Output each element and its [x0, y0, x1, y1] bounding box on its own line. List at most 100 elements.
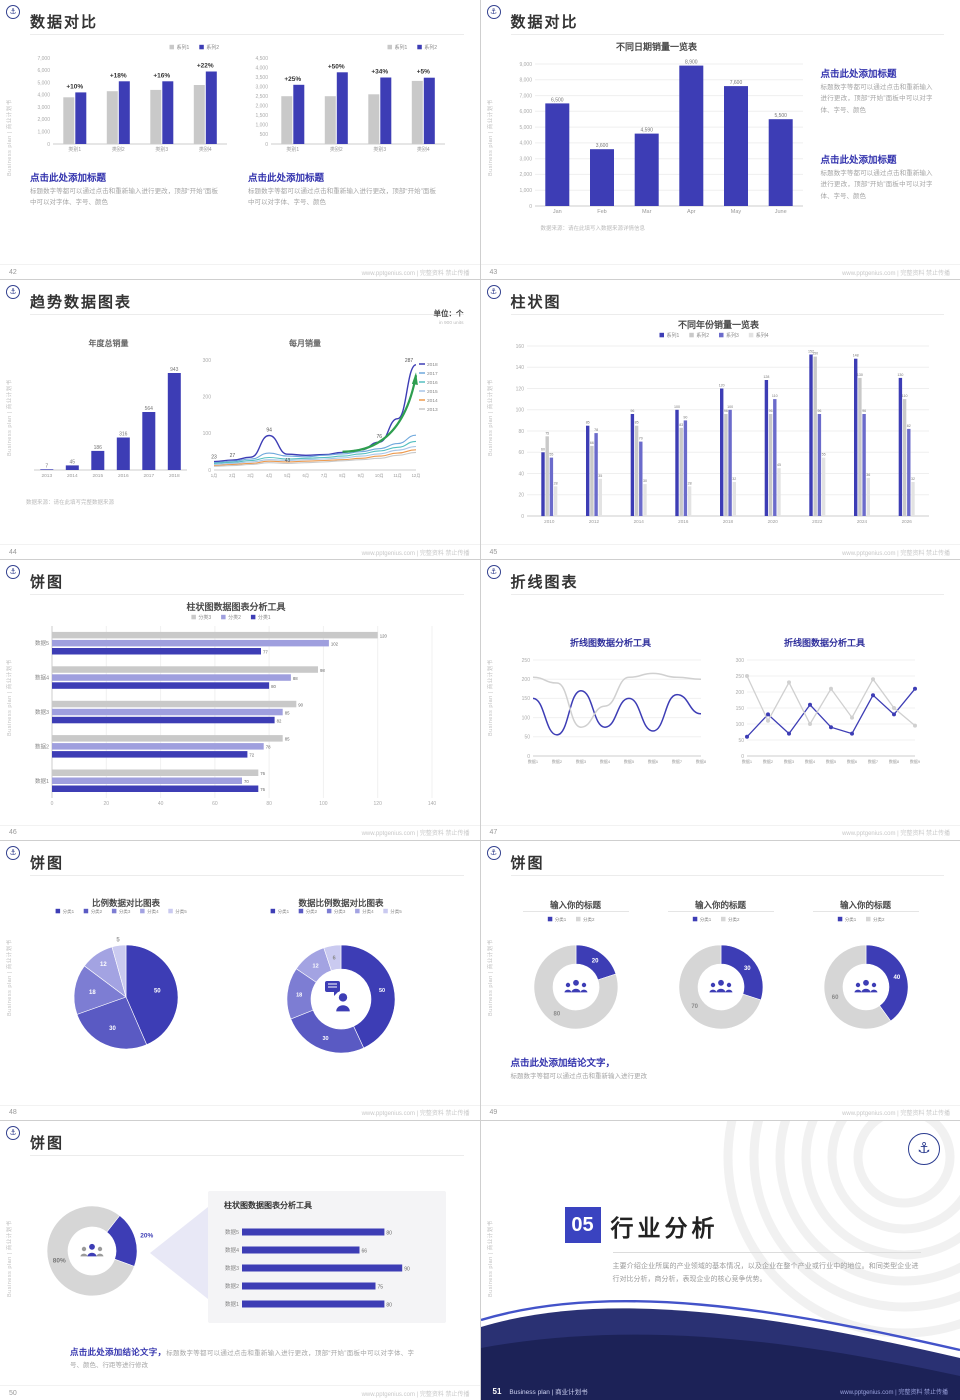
svg-text:70: 70: [691, 1004, 698, 1010]
svg-text:1,000: 1,000: [37, 130, 50, 136]
svg-text:June: June: [774, 209, 786, 215]
slide-footer: 50 www.pptgenius.com | 完整资料 禁止传播: [0, 1385, 480, 1400]
svg-text:50: 50: [379, 988, 385, 994]
svg-text:80%: 80%: [53, 1257, 66, 1264]
watermark-text: www.pptgenius.com | 完整资料 禁止传播: [361, 831, 470, 838]
svg-text:系列2: 系列2: [696, 332, 709, 339]
svg-text:120: 120: [380, 634, 388, 639]
svg-text:2022: 2022: [812, 519, 823, 524]
slide-title: 数据对比: [30, 14, 99, 31]
svg-text:60: 60: [518, 450, 524, 456]
svg-text:分类3: 分类3: [198, 614, 211, 621]
slide-44-trend-charts: ⚓ Business plan | 商业计划书 趋势数据图表 单位：个 in 9…: [0, 280, 480, 560]
svg-text:5,500: 5,500: [774, 113, 787, 119]
body-text: 标题数字等都可以通过点击和重新输入进行更改，顶部“开始”面板中可以对字体、字号、…: [30, 188, 218, 207]
slide-footer: 51 Business plan | 商业计划书 www.pptgenius.c…: [481, 1386, 960, 1397]
svg-text:150: 150: [521, 697, 530, 703]
title-rule: [510, 34, 944, 35]
svg-text:Apr: Apr: [687, 209, 696, 215]
svg-text:500: 500: [260, 132, 269, 138]
svg-text:7月: 7月: [321, 473, 328, 479]
slide-43-data-comparison: ⚓ Business plan | 商业计划书 数据对比 不同日期销量一览表 0…: [480, 0, 960, 280]
svg-text:+25%: +25%: [284, 76, 301, 83]
title-underline: [667, 910, 774, 912]
svg-text:系列1: 系列1: [177, 44, 190, 51]
conclusion-body: 标题数字等都可以通过点击和重新输入进行更改，顶部“开始”面板中可以对字体、字号、…: [70, 1349, 414, 1370]
slide-footer: 48 www.pptgenius.com | 完整资料 禁止传播: [0, 1104, 480, 1120]
svg-text:200: 200: [735, 690, 744, 696]
chart-title: 输入你的标题: [839, 899, 891, 910]
sidebar-vertical-text: Business plan | 商业计划书: [487, 1219, 494, 1297]
watermark-text: www.pptgenius.com | 完整资料 禁止传播: [842, 1111, 950, 1118]
svg-text:5,000: 5,000: [37, 80, 50, 86]
anchor-logo-icon: ⚓: [6, 845, 20, 860]
slide-title: 柱状图: [510, 294, 562, 312]
wave-decoration: [480, 1120, 960, 1400]
panel-bar-chart: 80 数据5 66 数据4 90 数据3 75 数据2 80 数据1: [218, 1219, 436, 1315]
svg-text:2014: 2014: [67, 473, 78, 479]
svg-text:83: 83: [679, 423, 683, 427]
panel-title: 柱状图数据图表分析工具: [224, 1200, 312, 1210]
svg-text:76: 76: [260, 771, 265, 776]
svg-text:200: 200: [203, 395, 212, 401]
svg-text:30: 30: [322, 1036, 328, 1042]
slide-title: 饼图: [30, 574, 65, 592]
svg-text:2012: 2012: [588, 519, 599, 524]
svg-text:4,000: 4,000: [37, 93, 50, 99]
svg-text:78: 78: [594, 428, 598, 432]
watermark-text: www.pptgenius.com | 完整资料 禁止传播: [361, 1391, 470, 1398]
svg-text:分类4: 分类4: [147, 908, 159, 915]
svg-text:160: 160: [515, 344, 524, 350]
title-underline: [522, 910, 629, 912]
svg-text:76: 76: [377, 434, 383, 440]
slide-51-section-divider: Business plan | 商业计划书 ⚓ 05 行业分析 主要介绍企业所属…: [480, 1120, 960, 1400]
chart-title: 不同日期销量一览表: [615, 42, 697, 52]
svg-text:23: 23: [211, 455, 217, 461]
svg-text:+34%: +34%: [371, 69, 388, 76]
svg-text:32: 32: [732, 477, 736, 481]
svg-text:40: 40: [893, 975, 900, 981]
title-underline: [812, 910, 919, 912]
title-rule: [30, 1154, 464, 1156]
svg-text:数据4: 数据4: [35, 674, 49, 682]
svg-text:55: 55: [549, 453, 553, 457]
svg-text:数据3: 数据3: [575, 758, 586, 764]
anchor-logo-icon: ⚓: [486, 565, 501, 580]
svg-text:0: 0: [521, 514, 524, 520]
svg-text:9,000: 9,000: [519, 62, 532, 68]
svg-text:类别4: 类别4: [417, 146, 430, 153]
svg-text:50: 50: [738, 738, 744, 744]
svg-text:数据1: 数据1: [741, 758, 752, 764]
slide-footer: 44 www.pptgenius.com | 完整资料 禁止传播: [0, 544, 480, 560]
svg-text:系列2: 系列2: [206, 44, 219, 51]
svg-text:20%: 20%: [140, 1232, 153, 1239]
svg-text:2014: 2014: [427, 398, 438, 404]
donut-chart: 20% 80%: [30, 1187, 160, 1317]
svg-text:250: 250: [521, 658, 530, 664]
svg-text:数据5: 数据5: [623, 758, 634, 764]
svg-text:+22%: +22%: [197, 63, 214, 70]
marker-line-chart: 0 50 100 150 200 250 300 数据1 数据2 数据3 数据4 数据5 数据6 数据7 数…: [727, 646, 923, 768]
svg-text:3月: 3月: [247, 473, 254, 479]
svg-text:28: 28: [687, 481, 691, 485]
svg-text:6,500: 6,500: [551, 97, 564, 103]
title-rule: [510, 874, 944, 876]
slide-title: 饼图: [30, 854, 65, 872]
svg-text:类别3: 类别3: [155, 146, 168, 153]
svg-text:3,600: 3,600: [595, 143, 608, 149]
svg-text:分类5: 分类5: [390, 908, 402, 915]
svg-text:140: 140: [428, 801, 437, 807]
svg-text:数据3: 数据3: [783, 758, 794, 764]
svg-text:18: 18: [89, 989, 96, 995]
chart-title: 数据比例数据对比图表: [298, 897, 384, 908]
svg-text:18: 18: [296, 992, 302, 998]
svg-text:32: 32: [911, 477, 915, 481]
slide-footer: 43 www.pptgenius.com | 完整资料 禁止传播: [480, 264, 960, 280]
slide-title: 饼图: [30, 1134, 65, 1152]
svg-text:2,500: 2,500: [255, 94, 268, 100]
svg-text:分类1: 分类1: [63, 908, 75, 915]
svg-text:数据8: 数据8: [888, 758, 899, 764]
svg-text:6月: 6月: [303, 473, 310, 479]
svg-text:110: 110: [771, 394, 777, 398]
slide-footer: 49 www.pptgenius.com | 完整资料 禁止传播: [480, 1104, 960, 1120]
